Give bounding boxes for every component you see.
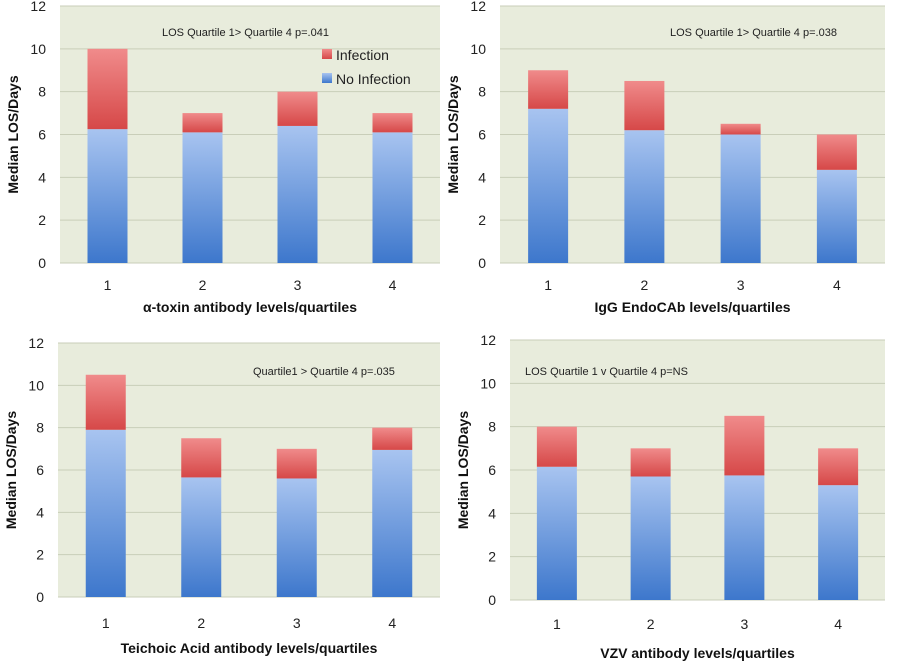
bar-infection (816, 134, 857, 170)
y-tick-label: 4 (38, 169, 46, 185)
x-axis-label: VZV antibody levels/quartiles (600, 645, 795, 661)
x-tick-label: 3 (293, 615, 301, 631)
x-tick-label: 4 (389, 277, 397, 293)
y-tick-label: 4 (488, 505, 496, 521)
bar-infection (181, 438, 222, 478)
significance-annotation: LOS Quartile 1> Quartile 4 p=.038 (670, 27, 837, 39)
bar-no-infection (277, 125, 318, 263)
y-tick-label: 2 (36, 547, 44, 563)
bar-infection (528, 70, 569, 109)
bar-infection (182, 113, 223, 133)
y-tick-label: 4 (478, 169, 486, 185)
bar-infection (818, 448, 859, 486)
x-tick-label: 4 (833, 277, 841, 293)
y-tick-label: 8 (38, 84, 46, 100)
y-tick-label: 12 (480, 332, 496, 348)
y-tick-label: 8 (488, 419, 496, 435)
significance-annotation: LOS Quartile 1> Quartile 4 p=.041 (162, 27, 329, 39)
bar-no-infection (818, 485, 859, 600)
y-tick-label: 6 (488, 462, 496, 478)
bar-infection (630, 448, 671, 477)
y-axis-label: Median LOS/Days (5, 75, 21, 193)
legend-swatch-no-infection (322, 73, 332, 83)
x-tick-label: 1 (104, 277, 112, 293)
x-tick-label: 3 (294, 277, 302, 293)
legend-label-infection: Infection (336, 47, 389, 63)
bar-infection (276, 448, 317, 479)
bar-no-infection (87, 129, 128, 263)
bar-no-infection (528, 108, 569, 263)
y-axis-label: Median LOS/Days (3, 411, 19, 529)
bar-infection (536, 426, 577, 467)
bar-no-infection (536, 466, 577, 600)
bar-no-infection (181, 477, 222, 597)
bar-no-infection (720, 134, 761, 263)
y-tick-label: 0 (488, 592, 496, 608)
significance-annotation: LOS Quartile 1 v Quartile 4 p=NS (525, 366, 688, 378)
bar-infection (372, 113, 413, 133)
x-axis-label: Teichoic Acid antibody levels/quartiles (121, 640, 378, 656)
y-tick-label: 2 (38, 212, 46, 228)
y-tick-label: 6 (36, 462, 44, 478)
y-tick-label: 4 (36, 504, 44, 520)
bar-infection (724, 415, 765, 476)
significance-annotation: Quartile1 > Quartile 4 p=.035 (253, 366, 395, 378)
legend: Infection No Infection (322, 47, 411, 87)
y-tick-label: 12 (28, 335, 44, 351)
y-axis-label: Median LOS/Days (455, 411, 471, 529)
y-tick-label: 2 (478, 212, 486, 228)
x-tick-label: 2 (199, 277, 207, 293)
y-tick-label: 12 (470, 0, 486, 14)
y-tick-label: 6 (478, 127, 486, 143)
legend-swatch-infection (322, 49, 332, 59)
y-axis-label: Median LOS/Days (445, 75, 461, 193)
bar-no-infection (85, 429, 126, 597)
y-tick-label: 10 (480, 375, 496, 391)
y-tick-label: 10 (470, 41, 486, 57)
bar-no-infection (624, 130, 665, 263)
x-tick-label: 2 (647, 616, 655, 632)
y-tick-label: 0 (478, 255, 486, 271)
legend-label-no-infection: No Infection (336, 71, 411, 87)
bar-no-infection (724, 475, 765, 600)
y-tick-label: 10 (30, 41, 46, 57)
x-tick-label: 2 (197, 615, 205, 631)
x-tick-label: 4 (388, 615, 396, 631)
bar-no-infection (372, 132, 413, 263)
y-tick-label: 12 (30, 0, 46, 14)
bar-no-infection (372, 449, 413, 597)
bar-no-infection (182, 132, 223, 263)
bar-no-infection (276, 478, 317, 597)
x-tick-label: 4 (834, 616, 842, 632)
x-axis-label: IgG EndoCAb levels/quartiles (594, 299, 790, 315)
x-tick-label: 1 (102, 615, 110, 631)
y-tick-label: 2 (488, 549, 496, 565)
bar-infection (372, 427, 413, 450)
y-tick-label: 0 (38, 255, 46, 271)
x-axis-label: α-toxin antibody levels/quartiles (143, 299, 357, 315)
y-tick-label: 10 (28, 377, 44, 393)
bar-infection (85, 374, 126, 430)
y-tick-label: 8 (36, 420, 44, 436)
x-tick-label: 1 (553, 616, 561, 632)
bar-infection (624, 80, 665, 131)
bar-no-infection (630, 476, 671, 600)
y-tick-label: 6 (38, 127, 46, 143)
x-tick-label: 1 (544, 277, 552, 293)
bar-no-infection (816, 169, 857, 263)
y-tick-label: 0 (36, 589, 44, 605)
x-tick-label: 3 (740, 616, 748, 632)
bar-infection (277, 91, 318, 126)
x-tick-label: 2 (640, 277, 648, 293)
x-tick-label: 3 (737, 277, 745, 293)
bar-infection (720, 123, 761, 135)
y-tick-label: 8 (478, 84, 486, 100)
bar-infection (87, 48, 128, 130)
